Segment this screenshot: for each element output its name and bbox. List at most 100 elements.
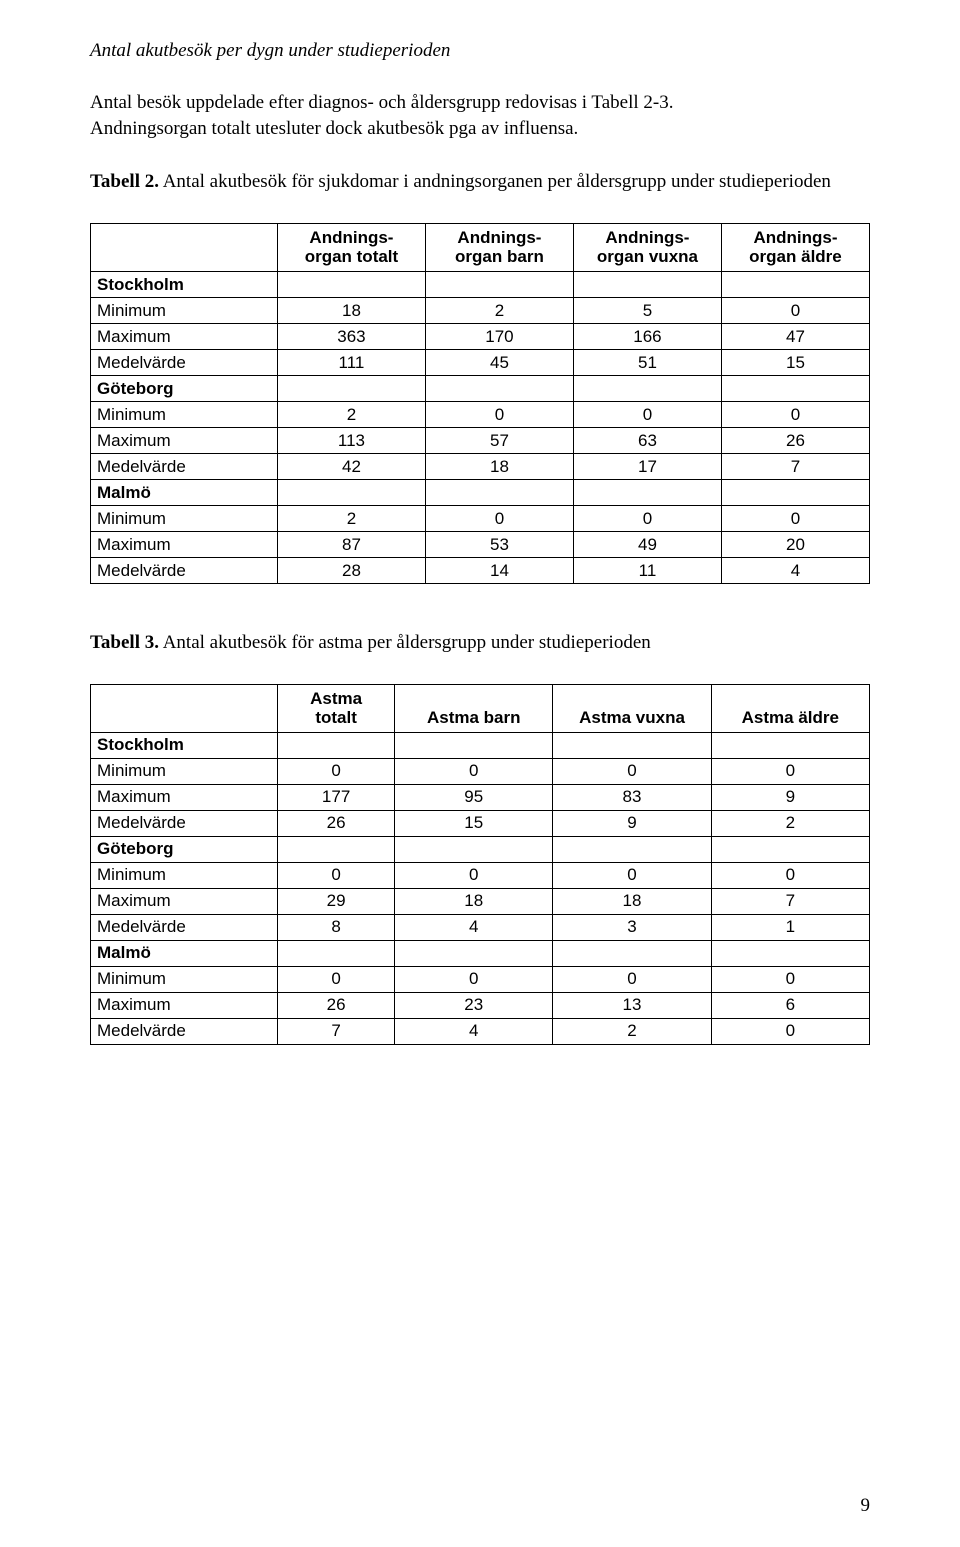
table3-empty-cell bbox=[711, 836, 869, 862]
table2-data-row: Medelvärde111455115 bbox=[91, 350, 870, 376]
table3-empty-cell bbox=[278, 940, 395, 966]
table3-cell: 0 bbox=[553, 966, 711, 992]
table2-cell: 20 bbox=[721, 532, 869, 558]
table2-cell: 2 bbox=[425, 298, 573, 324]
table2-cell: 63 bbox=[573, 428, 721, 454]
table2-cell: 113 bbox=[277, 428, 425, 454]
table2-row-label: Minimum bbox=[91, 506, 278, 532]
table3-group-row: Malmö bbox=[91, 940, 870, 966]
table3-group-row: Göteborg bbox=[91, 836, 870, 862]
table2-cell: 53 bbox=[425, 532, 573, 558]
table3-data-row: Minimum0000 bbox=[91, 966, 870, 992]
table2-cell: 0 bbox=[425, 506, 573, 532]
table2-row-label: Minimum bbox=[91, 402, 278, 428]
table2-cell: 166 bbox=[573, 324, 721, 350]
table2-empty-cell bbox=[573, 376, 721, 402]
table2-cell: 28 bbox=[277, 558, 425, 584]
table2-empty-cell bbox=[277, 272, 425, 298]
table2-empty-cell bbox=[573, 272, 721, 298]
table3-cell: 95 bbox=[395, 784, 553, 810]
table2-col4-l1: Andnings- bbox=[753, 228, 837, 247]
table3-data-row: Medelvärde8431 bbox=[91, 914, 870, 940]
table3-col1-l2: totalt bbox=[315, 708, 357, 727]
table3-empty-cell bbox=[711, 732, 869, 758]
table3-empty-cell bbox=[553, 940, 711, 966]
page-number: 9 bbox=[861, 1495, 871, 1517]
table3-cell: 6 bbox=[711, 992, 869, 1018]
intro-paragraph: Antal besök uppdelade efter diagnos- och… bbox=[90, 90, 870, 141]
table3-empty-cell bbox=[553, 732, 711, 758]
table3-row-label: Medelvärde bbox=[91, 914, 278, 940]
table3-cell: 2 bbox=[553, 1018, 711, 1044]
table3-empty-cell bbox=[278, 732, 395, 758]
table2-empty-cell bbox=[573, 480, 721, 506]
table3-cell: 15 bbox=[395, 810, 553, 836]
table2-data-row: Maximum36317016647 bbox=[91, 324, 870, 350]
table2-caption: Tabell 2. Antal akutbesök för sjukdomar … bbox=[90, 169, 870, 195]
table3-cell: 0 bbox=[278, 966, 395, 992]
table2-col1-l2: organ totalt bbox=[305, 247, 399, 266]
table3-cell: 1 bbox=[711, 914, 869, 940]
table3-row-label: Medelvärde bbox=[91, 1018, 278, 1044]
table3-header-col3: Astma vuxna bbox=[553, 684, 711, 732]
table2-cell: 2 bbox=[277, 402, 425, 428]
table2-cell: 170 bbox=[425, 324, 573, 350]
table3-cell: 3 bbox=[553, 914, 711, 940]
table2-cell: 4 bbox=[721, 558, 869, 584]
table3-cell: 8 bbox=[278, 914, 395, 940]
table2-empty-cell bbox=[425, 376, 573, 402]
table3-group-label: Stockholm bbox=[91, 732, 278, 758]
table3-cell: 0 bbox=[395, 758, 553, 784]
table2-cell: 45 bbox=[425, 350, 573, 376]
table3-header-col1: Astmatotalt bbox=[278, 684, 395, 732]
table3-cell: 4 bbox=[395, 914, 553, 940]
table3-cell: 18 bbox=[553, 888, 711, 914]
table3-col1-l1: Astma bbox=[310, 689, 362, 708]
table3-cell: 0 bbox=[711, 966, 869, 992]
table3-cell: 7 bbox=[711, 888, 869, 914]
table2-group-row: Malmö bbox=[91, 480, 870, 506]
table3-cell: 0 bbox=[278, 862, 395, 888]
table3-row-label: Maximum bbox=[91, 784, 278, 810]
table2-group-label: Stockholm bbox=[91, 272, 278, 298]
table2-cell: 11 bbox=[573, 558, 721, 584]
table3-cell: 13 bbox=[553, 992, 711, 1018]
table2-col2-l1: Andnings- bbox=[457, 228, 541, 247]
table2-cell: 5 bbox=[573, 298, 721, 324]
table3-cell: 0 bbox=[553, 758, 711, 784]
table3-empty-cell bbox=[395, 940, 553, 966]
table3-row-label: Maximum bbox=[91, 992, 278, 1018]
table3-row-label: Medelvärde bbox=[91, 810, 278, 836]
table3-empty-cell bbox=[711, 940, 869, 966]
table2-row-label: Maximum bbox=[91, 324, 278, 350]
table2-data-row: Minimum2000 bbox=[91, 506, 870, 532]
table3-group-row: Stockholm bbox=[91, 732, 870, 758]
table2-data-row: Minimum2000 bbox=[91, 402, 870, 428]
table3-data-row: Minimum0000 bbox=[91, 862, 870, 888]
table3-group-label: Göteborg bbox=[91, 836, 278, 862]
table3-cell: 26 bbox=[278, 992, 395, 1018]
table2-header-col2: Andnings-organ barn bbox=[425, 223, 573, 271]
table3-cell: 2 bbox=[711, 810, 869, 836]
table2-cell: 18 bbox=[277, 298, 425, 324]
table2-cell: 111 bbox=[277, 350, 425, 376]
intro-line-2: Andningsorgan totalt utesluter dock akut… bbox=[90, 118, 578, 139]
table3-cell: 0 bbox=[711, 1018, 869, 1044]
table3-empty-cell bbox=[395, 732, 553, 758]
table2-cell: 87 bbox=[277, 532, 425, 558]
table3-cell: 0 bbox=[395, 966, 553, 992]
table3-cell: 7 bbox=[278, 1018, 395, 1044]
table3-data-row: Maximum2623136 bbox=[91, 992, 870, 1018]
table2-row-label: Maximum bbox=[91, 428, 278, 454]
table2-cell: 15 bbox=[721, 350, 869, 376]
table2-row-label: Medelvärde bbox=[91, 558, 278, 584]
table2-col4-l2: organ äldre bbox=[749, 247, 842, 266]
table2-group-label: Malmö bbox=[91, 480, 278, 506]
table2-cell: 17 bbox=[573, 454, 721, 480]
table2-cell: 7 bbox=[721, 454, 869, 480]
table2-data-row: Minimum18250 bbox=[91, 298, 870, 324]
table3-data-row: Medelvärde7420 bbox=[91, 1018, 870, 1044]
table2-cell: 0 bbox=[721, 402, 869, 428]
table3-cell: 18 bbox=[395, 888, 553, 914]
table2-group-row: Göteborg bbox=[91, 376, 870, 402]
